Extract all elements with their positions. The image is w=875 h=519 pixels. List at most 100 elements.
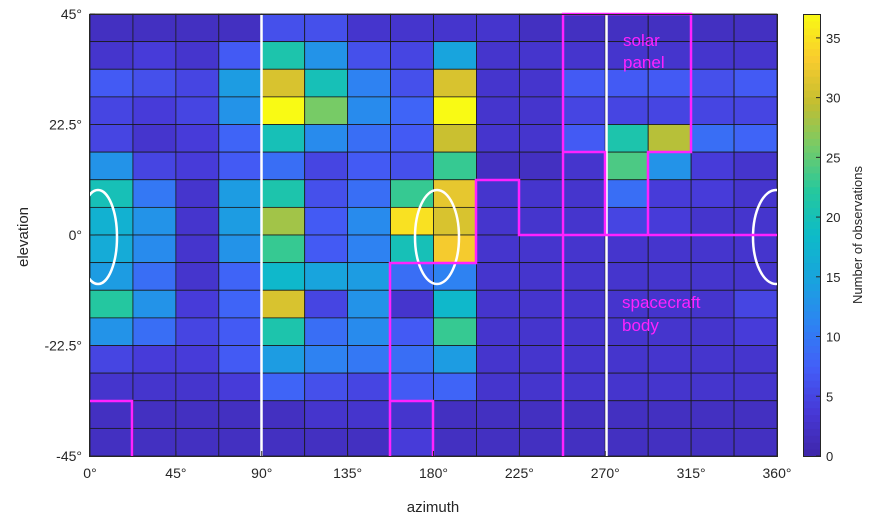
colorbar-segment: [803, 310, 820, 319]
colorbar-segment: [803, 200, 820, 208]
colorbar-segment: [803, 442, 820, 450]
colorbar-segment: [803, 276, 820, 284]
heatmap-cell: [89, 13, 134, 43]
bottom-left-outline: [90, 399, 134, 456]
heatmap-cell: [561, 427, 606, 457]
heatmap-cell: [347, 206, 391, 236]
colorbar-segment: [803, 241, 820, 250]
heatmap-cell: [518, 372, 563, 402]
heatmap-cell: [690, 96, 735, 125]
heatmap-cell: [647, 400, 692, 429]
colorbar-segment: [803, 41, 820, 50]
colorbar-segment: [803, 262, 820, 271]
heatmap-cell: [476, 96, 520, 125]
heatmap-cell: [604, 262, 649, 291]
x-tick-label: 225°: [505, 465, 534, 481]
heatmap-cell: [218, 124, 263, 153]
heatmap-cell: [347, 289, 391, 319]
heatmap-cell: [604, 234, 649, 264]
heatmap-cell: [476, 372, 520, 402]
heatmap-cell: [304, 400, 349, 429]
heatmap-cell: [647, 179, 692, 208]
heatmap-cell: [304, 289, 349, 319]
heatmap-cell: [518, 68, 563, 98]
heatmap-cell: [518, 234, 563, 264]
heatmap-cell: [218, 234, 263, 264]
colorbar-segment: [803, 331, 820, 340]
heatmap-cell: [261, 262, 306, 291]
heatmap-cell: [347, 68, 391, 98]
heatmap-cell: [604, 289, 649, 319]
heatmap-cell: [733, 317, 778, 346]
heatmap-cell: [304, 68, 349, 98]
colorbar-segment: [803, 117, 820, 126]
x-tick-label: 135°: [333, 465, 362, 481]
colorbar-tick-label: 25: [826, 150, 840, 165]
heatmap-cell: [132, 427, 177, 457]
heatmap-cell: [604, 96, 649, 125]
heatmap-cell: [132, 289, 177, 319]
y-tick-label: -22.5°: [44, 338, 82, 354]
heatmap-cell: [690, 372, 735, 402]
heatmap-cell: [604, 179, 649, 208]
colorbar-label: Number of observations: [850, 165, 865, 304]
heatmap-cell: [561, 179, 606, 208]
heatmap-cell: [347, 234, 391, 264]
heatmap-cell: [647, 151, 692, 181]
heatmap-cell: [733, 262, 778, 291]
heatmap-cell: [518, 345, 563, 374]
heatmap-cell: [347, 262, 391, 291]
heatmap-cell: [347, 41, 391, 70]
heatmap-cell: [690, 234, 735, 264]
heatmap-cell: [89, 206, 134, 236]
colorbar-segment: [803, 400, 820, 409]
colorbar-segment: [803, 214, 820, 222]
heatmap-cell: [390, 68, 434, 98]
colorbar-segment: [803, 138, 820, 146]
heatmap-cell: [89, 345, 134, 374]
colorbar-segment: [803, 290, 820, 298]
heatmap-cell: [390, 41, 434, 70]
heatmap-cell: [690, 400, 735, 429]
colorbar-segment: [803, 345, 820, 354]
heatmap-cell: [218, 206, 263, 236]
colorbar-segment: [803, 269, 820, 278]
x-tick-label: 45°: [165, 465, 186, 481]
heatmap-cell: [733, 41, 778, 70]
heatmap-cell: [433, 41, 477, 70]
heatmap-cell: [175, 124, 220, 153]
heatmap-cell: [132, 317, 177, 346]
heatmap-cell: [561, 13, 606, 43]
heatmap-cell: [261, 345, 306, 374]
heatmap-cell: [218, 289, 263, 319]
heatmap-cell: [304, 206, 349, 236]
colorbar-segment: [803, 179, 820, 188]
heatmap-cell: [690, 151, 735, 181]
heatmap-cell: [175, 96, 220, 125]
heatmap-cell: [561, 206, 606, 236]
colorbar-segment: [803, 380, 820, 388]
heatmap-cell: [647, 68, 692, 98]
heatmap-cell: [89, 427, 134, 457]
heatmap-cell: [347, 317, 391, 346]
heatmap-cell: [261, 372, 306, 402]
heatmap-cell: [175, 372, 220, 402]
colorbar-segment: [803, 435, 820, 443]
heatmap-cell: [390, 151, 434, 181]
heatmap-cell: [304, 96, 349, 125]
heatmap-cell: [476, 427, 520, 457]
heatmap-cell: [476, 206, 520, 236]
colorbar-segment: [803, 248, 820, 257]
spacecraft-body-annotation-line2: body: [622, 316, 659, 335]
colorbar-tick-label: 35: [826, 31, 840, 46]
heatmap-cell: [304, 151, 349, 181]
heatmap-cell: [175, 68, 220, 98]
heatmap-cell: [476, 41, 520, 70]
heatmap-cell: [518, 289, 563, 319]
heatmap-cell: [261, 179, 306, 208]
heatmap-cell: [347, 345, 391, 374]
heatmap-cell: [175, 289, 220, 319]
colorbar-segment: [803, 165, 820, 174]
heatmap-cell: [218, 151, 263, 181]
colorbar-segment: [803, 421, 820, 429]
